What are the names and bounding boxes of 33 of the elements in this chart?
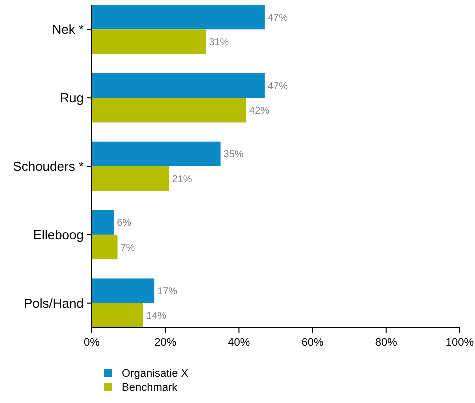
data-label: 31% xyxy=(209,37,230,48)
x-tick-label: 80% xyxy=(375,337,398,349)
bar xyxy=(92,278,155,304)
bar xyxy=(92,142,221,166)
bar xyxy=(92,5,265,30)
x-tick-label: 40% xyxy=(228,337,250,349)
data-label: 17% xyxy=(158,286,178,298)
x-tick-label: 60% xyxy=(302,337,324,349)
bar xyxy=(92,30,206,54)
bar xyxy=(92,166,170,192)
data-label: 47% xyxy=(268,12,288,24)
legend-label: Organisatie X xyxy=(122,368,190,380)
x-tick-label: 0% xyxy=(84,337,100,349)
data-label: 14% xyxy=(146,311,167,322)
y-tick-label: Schouders * xyxy=(13,159,84,174)
bar xyxy=(92,73,265,98)
data-label: 35% xyxy=(224,150,244,161)
y-tick-label: Rug xyxy=(60,90,84,106)
data-label: 7% xyxy=(120,242,136,254)
data-label: 6% xyxy=(117,218,132,230)
y-tick-label: Nek * xyxy=(52,22,84,38)
data-label: 42% xyxy=(250,106,270,117)
bar xyxy=(92,98,247,123)
y-tick-label: Pols/Hand xyxy=(24,296,84,311)
legend-label: Benchmark xyxy=(122,382,178,394)
bar xyxy=(92,210,114,235)
data-label: 47% xyxy=(268,81,288,92)
y-tick-label: Elleboog xyxy=(33,227,84,242)
x-tick-label: 20% xyxy=(154,337,177,349)
bar xyxy=(92,303,144,328)
bar xyxy=(92,234,118,260)
x-tick-label: 100% xyxy=(446,337,474,349)
data-label: 21% xyxy=(172,174,192,186)
